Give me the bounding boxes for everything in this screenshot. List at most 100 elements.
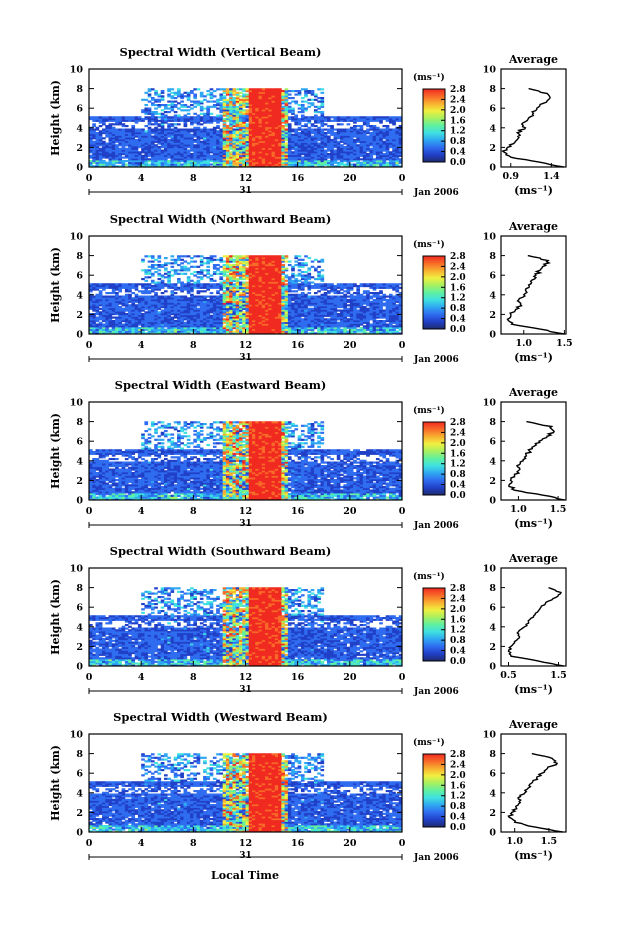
heatmap-cell	[154, 107, 158, 110]
heatmap-cell	[180, 139, 184, 142]
heatmap-cell	[245, 128, 250, 131]
heatmap-cell	[359, 125, 364, 128]
heatmap-cell	[271, 91, 276, 94]
heatmap-cell	[199, 306, 204, 309]
heatmap-cell	[349, 140, 354, 143]
heatmap-cell	[304, 109, 308, 112]
heatmap-cell	[154, 153, 158, 156]
heatmap-cell	[265, 125, 269, 128]
heatmap-cell	[89, 116, 93, 119]
heatmap-cell	[95, 288, 100, 291]
heatmap-cell	[170, 102, 175, 105]
heatmap-cell	[160, 104, 165, 107]
heatmap-cell	[193, 314, 197, 317]
heatmap-cell	[242, 125, 246, 128]
heatmap-cell	[366, 121, 370, 124]
heatmap-cell	[108, 125, 113, 128]
heatmap-cell	[284, 112, 289, 115]
heatmap-cell	[190, 323, 194, 326]
heatmap-cell	[385, 165, 390, 168]
heatmap-cell	[346, 135, 351, 138]
heatmap-cell	[173, 295, 178, 298]
heatmap-cell	[379, 163, 383, 166]
heatmap-cell	[274, 146, 279, 149]
heatmap-cell	[137, 320, 142, 323]
heatmap-cell	[196, 327, 201, 330]
heatmap-cell	[291, 137, 295, 140]
heatmap-cell	[141, 109, 145, 112]
heatmap-cell	[102, 283, 106, 286]
heatmap-cell	[108, 309, 113, 312]
heatmap-cell	[111, 118, 116, 121]
heatmap-cell	[238, 133, 243, 136]
heatmap-cell	[186, 288, 191, 291]
heatmap-cell	[291, 147, 295, 150]
heatmap-cell	[111, 161, 116, 164]
heatmap-cell	[196, 161, 201, 164]
heatmap-cell	[395, 163, 400, 166]
heatmap-cell	[261, 125, 266, 128]
heatmap-cell	[124, 144, 129, 147]
heatmap-cell	[160, 91, 165, 94]
heatmap-cell	[317, 132, 321, 135]
heatmap-cell	[362, 161, 367, 164]
heatmap-cell	[186, 321, 191, 324]
heatmap-cell	[154, 158, 158, 161]
heatmap-cell	[356, 130, 361, 133]
heatmap-cell	[137, 158, 142, 161]
heatmap-cell	[212, 140, 217, 143]
heatmap-cell	[333, 153, 338, 156]
heatmap-cell	[323, 144, 328, 147]
heatmap-cell	[258, 128, 263, 131]
heatmap-cell	[242, 133, 246, 136]
heatmap-cell	[242, 90, 246, 93]
heatmap-cell	[157, 139, 162, 142]
heatmap-cell	[186, 140, 191, 143]
heatmap-cell	[398, 128, 403, 131]
heatmap-cell	[222, 158, 227, 161]
heatmap-cell	[287, 128, 292, 131]
heatmap-cell	[248, 118, 253, 121]
heatmap-cell	[124, 307, 129, 310]
heatmap-cell	[258, 107, 263, 110]
heatmap-cell	[144, 323, 149, 326]
heatmap-cell	[134, 128, 139, 131]
profile-line	[501, 87, 564, 168]
heatmap-cell	[235, 133, 240, 136]
heatmap-cell	[163, 156, 168, 159]
heatmap-cell	[177, 160, 181, 163]
heatmap-cell	[167, 318, 171, 321]
heatmap-cell	[118, 309, 122, 312]
heatmap-cell	[150, 128, 155, 131]
heatmap-cell	[258, 140, 263, 143]
heatmap-cell	[219, 135, 224, 138]
heatmap-cell	[147, 163, 152, 166]
heatmap-cell	[160, 118, 165, 121]
heatmap-cell	[150, 116, 155, 119]
heatmap-cell	[333, 135, 338, 138]
heatmap-cell	[265, 163, 269, 166]
heatmap-cell	[284, 158, 289, 161]
heatmap-cell	[144, 142, 149, 145]
heatmap-cell	[392, 144, 396, 147]
heatmap-cell	[206, 154, 211, 157]
heatmap-cell	[242, 88, 246, 91]
heatmap-cell	[128, 130, 132, 133]
heatmap-cell	[157, 321, 162, 324]
heatmap-cell	[310, 165, 315, 168]
heatmap-cell	[245, 119, 250, 122]
heatmap-cell	[186, 146, 191, 149]
heatmap-cell	[265, 161, 269, 164]
heatmap-cell	[330, 146, 334, 149]
heatmap-cell	[206, 158, 211, 161]
heatmap-cell	[89, 302, 93, 305]
heatmap-cell	[307, 126, 312, 129]
heatmap-cell	[268, 163, 272, 166]
heatmap-cell	[163, 107, 168, 110]
heatmap-cell	[154, 309, 158, 312]
heatmap-cell	[95, 323, 100, 326]
heatmap-cell	[255, 107, 259, 110]
heatmap-cell	[137, 153, 142, 156]
heatmap-cell	[261, 107, 266, 110]
heatmap-cell	[268, 105, 272, 108]
